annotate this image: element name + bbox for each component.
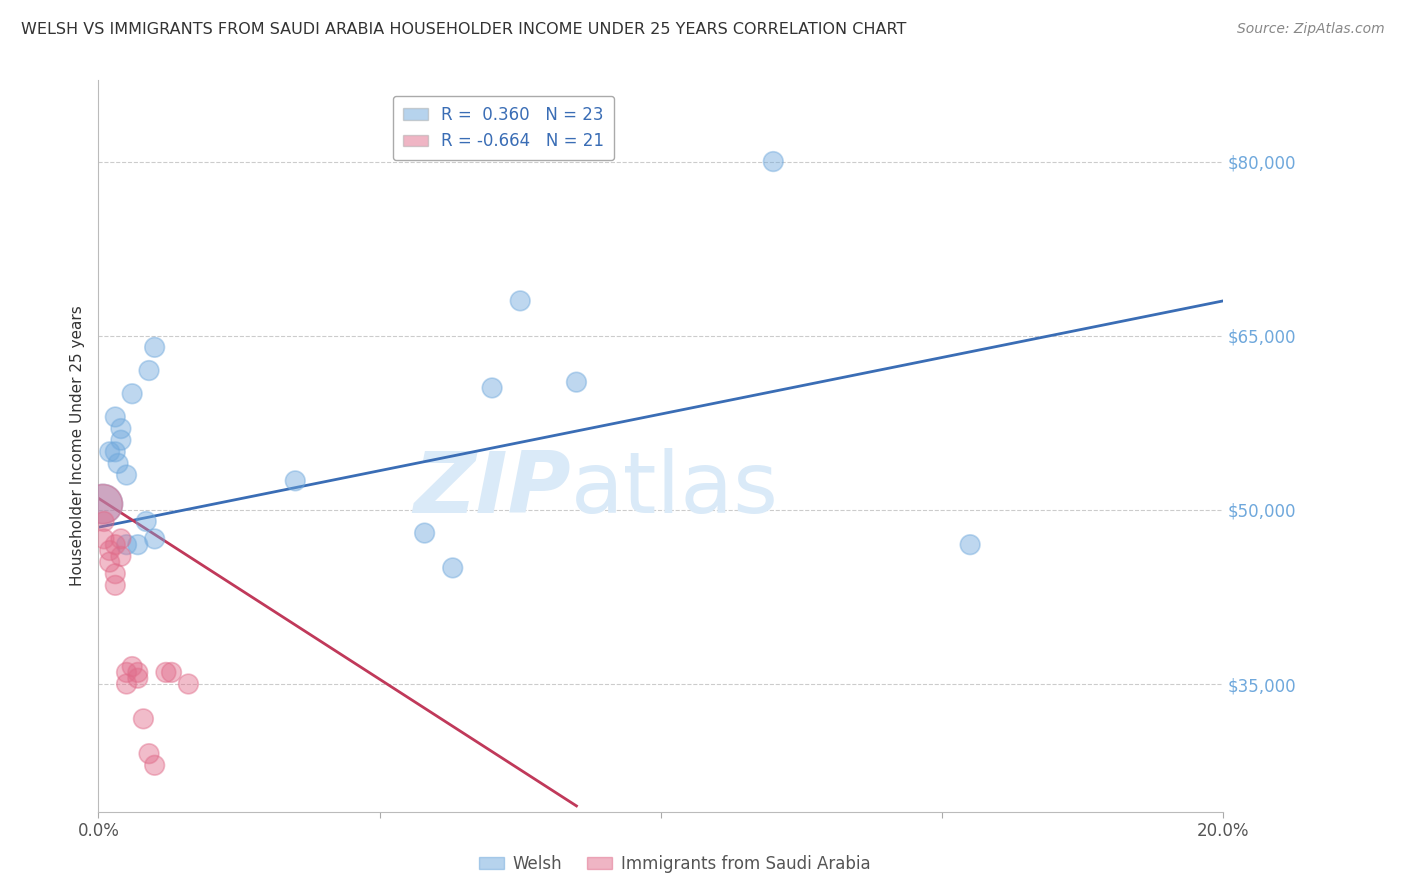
Point: [91, 497, 114, 511]
Point: [110, 433, 132, 447]
Text: WELSH VS IMMIGRANTS FROM SAUDI ARABIA HOUSEHOLDER INCOME UNDER 25 YEARS CORRELAT: WELSH VS IMMIGRANTS FROM SAUDI ARABIA HO…: [21, 22, 907, 37]
Point: [127, 538, 149, 552]
Point: [98, 543, 121, 558]
Point: [762, 154, 785, 169]
Point: [143, 340, 166, 354]
Point: [138, 363, 160, 377]
Text: atlas: atlas: [571, 449, 779, 532]
Point: [127, 671, 149, 685]
Point: [104, 538, 127, 552]
Point: [91, 497, 114, 511]
Point: [110, 421, 132, 435]
Point: [127, 665, 149, 680]
Point: [115, 665, 138, 680]
Y-axis label: Householder Income Under 25 years: Householder Income Under 25 years: [69, 306, 84, 586]
Point: [121, 659, 143, 673]
Legend: Welsh, Immigrants from Saudi Arabia: Welsh, Immigrants from Saudi Arabia: [472, 848, 877, 880]
Point: [98, 445, 121, 459]
Legend: R =  0.360   N = 23, R = -0.664   N = 21: R = 0.360 N = 23, R = -0.664 N = 21: [392, 96, 614, 161]
Point: [107, 457, 129, 471]
Point: [115, 468, 138, 483]
Point: [110, 532, 132, 546]
Point: [441, 561, 464, 575]
Point: [98, 555, 121, 569]
Point: [121, 386, 143, 401]
Point: [413, 526, 436, 541]
Point: [93, 515, 115, 529]
Point: [160, 665, 183, 680]
Point: [104, 409, 127, 424]
Text: ZIP: ZIP: [413, 449, 571, 532]
Point: [138, 747, 160, 761]
Point: [284, 474, 307, 488]
Point: [509, 293, 531, 308]
Point: [110, 549, 132, 564]
Point: [155, 665, 177, 680]
Point: [565, 375, 588, 389]
Point: [132, 712, 155, 726]
Point: [104, 445, 127, 459]
Point: [143, 758, 166, 772]
Point: [104, 578, 127, 592]
Point: [93, 532, 115, 546]
Point: [104, 566, 127, 581]
Point: [177, 677, 200, 691]
Point: [115, 677, 138, 691]
Point: [115, 538, 138, 552]
Point: [143, 532, 166, 546]
Point: [481, 381, 503, 395]
Text: Source: ZipAtlas.com: Source: ZipAtlas.com: [1237, 22, 1385, 37]
Point: [135, 515, 157, 529]
Point: [959, 538, 981, 552]
